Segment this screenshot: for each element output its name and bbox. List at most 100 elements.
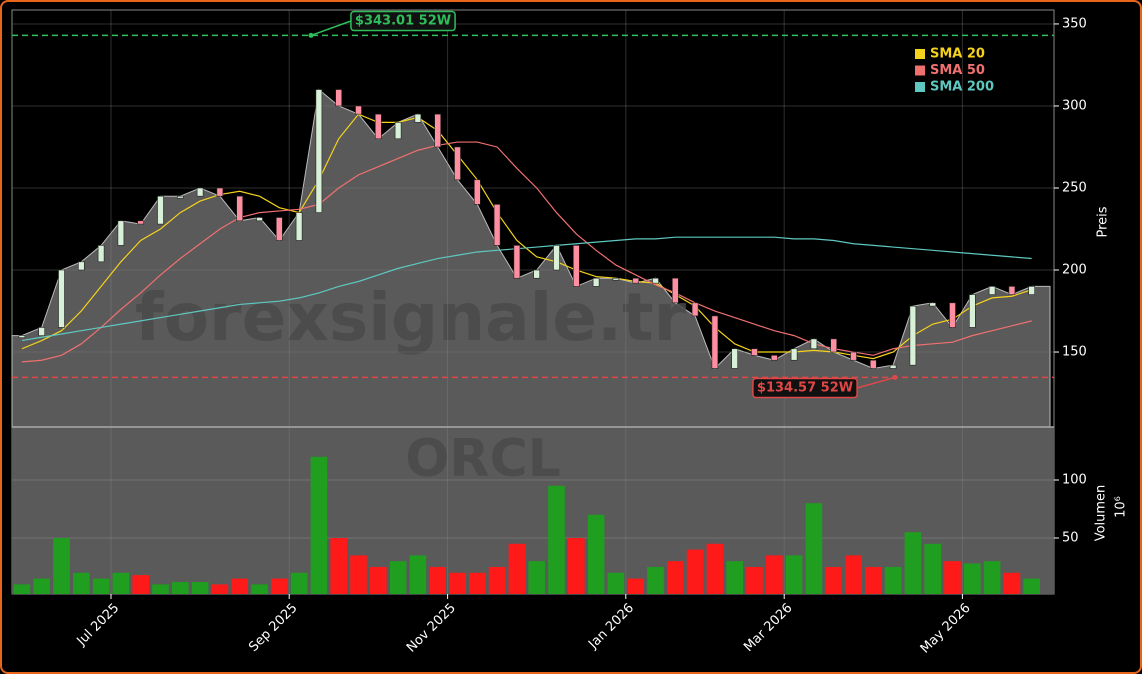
legend-swatch [915,65,925,76]
candle [236,195,243,222]
candle [652,277,659,284]
x-tick-label: Mar 2026 [741,601,795,655]
high-annotation-arrow [310,20,352,37]
legend-label: SMA 200 [930,80,994,95]
candle [909,305,917,366]
volume-bar [72,572,90,594]
candle [513,245,521,279]
volume-bar [924,543,942,594]
y-tick-label: 150 [1062,345,1087,360]
volume-bar [785,555,803,594]
low-annotation-arrow [856,376,896,389]
y-tick-label: 250 [1062,180,1087,195]
volume-bar [587,514,605,594]
sma-line [21,236,1032,342]
volume-bar [330,537,348,594]
candle [770,355,778,361]
candle [572,245,580,287]
volume-bar [53,537,70,594]
x-tick-label: Nov 2025 [404,601,459,656]
candle [434,113,442,148]
volume-bar [449,572,466,594]
candle [790,348,798,361]
y-axis-label: Preis [1096,206,1111,237]
volume-bar [944,561,961,594]
volume-bar [1003,572,1021,594]
volume-bar [429,566,447,594]
candle [691,302,699,317]
sma-line [21,141,1032,363]
candle [216,187,224,197]
candle [275,217,283,241]
candle [949,302,956,328]
candle [1028,286,1035,295]
watermark-symbol: ORCL [405,429,561,489]
candle [137,220,144,225]
volume-bar [627,578,645,594]
y-tick-label: 350 [1062,16,1087,31]
candle [18,335,26,338]
legend-label: SMA 20 [930,47,985,62]
volume-bar [805,503,823,594]
volume-bar [508,543,526,594]
volume-bar [864,566,882,594]
volume-scale: 10⁶ [1114,496,1129,518]
volume-bar [112,572,130,594]
candle [177,195,184,199]
candle [196,187,204,197]
volume-bar [251,584,268,594]
volume-bar [567,537,585,594]
candle [1008,286,1016,295]
candle [97,245,105,263]
legend-label: SMA 50 [930,63,985,78]
volume-bar [13,584,31,594]
candle [78,261,85,271]
candle [335,89,343,107]
volume-bar [845,555,862,594]
volume-bar [171,582,189,594]
low-annotation-arrowhead [892,374,898,380]
volume-bar [825,566,843,594]
legend-swatch [915,82,925,92]
candle [493,204,501,246]
candle [869,359,877,369]
volume-bar [528,561,546,594]
volume-bar [231,578,249,594]
candle [157,195,164,225]
volume-bar [983,561,1001,594]
volume-axis-label: Volumen [1094,485,1109,542]
y-tick-label: 50 [1062,530,1079,545]
candle [355,105,362,115]
x-tick-label: May 2026 [918,601,974,657]
legend-swatch [915,49,925,59]
high-annotation-arrowhead [308,32,314,38]
volume-bar [191,582,209,594]
y-tick-label: 300 [1062,98,1087,113]
volume-bar [132,575,150,594]
volume-bar [152,584,169,594]
candle [592,277,600,287]
x-tick-label: Jul 2025 [74,601,123,650]
volume-bar [607,572,625,594]
candle [295,212,303,241]
volume-bar [963,563,981,594]
y-tick-label: 100 [1062,472,1087,487]
candle [553,245,560,271]
candle [256,217,263,222]
candle [751,348,758,356]
volume-bar [904,532,922,594]
volume-bar [884,566,902,594]
volume-bar [270,578,288,594]
watermark: forexsignale.tr [135,279,687,356]
volume-bar [706,543,724,594]
candle [374,113,382,140]
candle [632,277,640,284]
volume-bar [765,555,783,594]
candle [454,146,461,181]
candle [830,338,838,353]
volume-bar [409,555,427,594]
candle [533,269,541,279]
candle [117,220,125,246]
sma-line [21,113,1032,360]
